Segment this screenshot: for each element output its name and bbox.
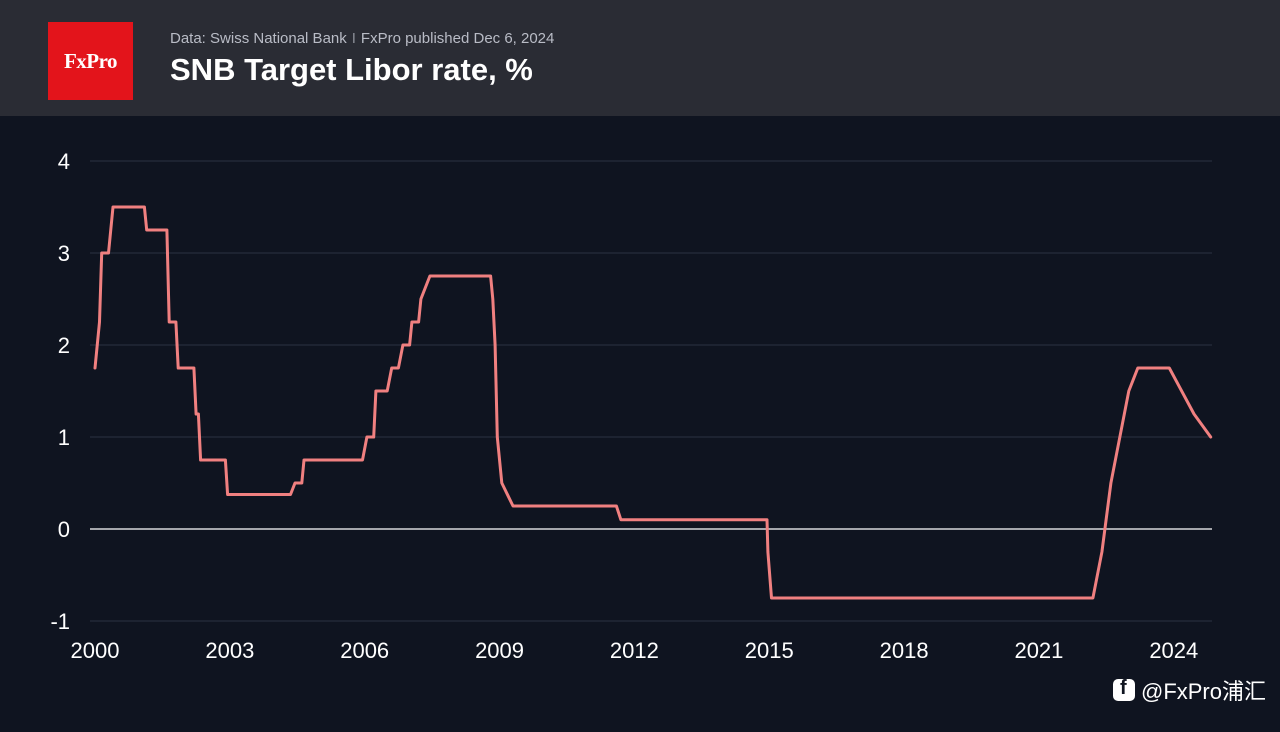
y-tick-label: -1: [50, 609, 70, 634]
social-app-icon: [1112, 677, 1135, 701]
chart-header: FxPro Data: Swiss National Bank I FxPro pu…: [0, 0, 1280, 116]
y-tick-label: 1: [58, 425, 70, 450]
x-tick-label: 2003: [205, 638, 254, 663]
publish-info: FxPro published Dec 6, 2024: [360, 30, 555, 47]
x-tick-label: 2024: [1149, 638, 1198, 663]
y-tick-label: 0: [58, 517, 70, 542]
x-tick-label: 2006: [340, 638, 389, 663]
x-tick-label: 2015: [745, 638, 794, 663]
y-tick-label: 2: [58, 333, 70, 358]
chart-meta: Data: Swiss National Bank I FxPro publishe…: [170, 30, 554, 47]
meta-separator: I: [351, 30, 356, 47]
chart-area: 4 3 2 1 0 -1 2000 2003 2006 2009 2012 2015 2018 2021 2…: [0, 116, 1280, 732]
chart-title: SNB Target Libor rate, %: [170, 52, 533, 87]
x-tick-label: 2018: [880, 638, 929, 663]
series-line: [93, 205, 1213, 600]
x-tick-label: 2021: [1014, 638, 1063, 663]
x-tick-label: 2012: [610, 638, 659, 663]
watermark: @FxPro浦汇: [1112, 674, 1266, 706]
data-source: Data: Swiss National Bank: [170, 30, 347, 47]
y-tick-label: 3: [58, 241, 70, 266]
y-tick-label: 4: [58, 149, 70, 174]
watermark-text: @FxPro浦汇: [1140, 679, 1266, 704]
logo-text: FxPro: [63, 48, 118, 73]
x-tick-label: 2009: [475, 638, 524, 663]
fxpro-logo: FxPro: [48, 22, 133, 100]
x-tick-label: 2000: [71, 638, 120, 663]
